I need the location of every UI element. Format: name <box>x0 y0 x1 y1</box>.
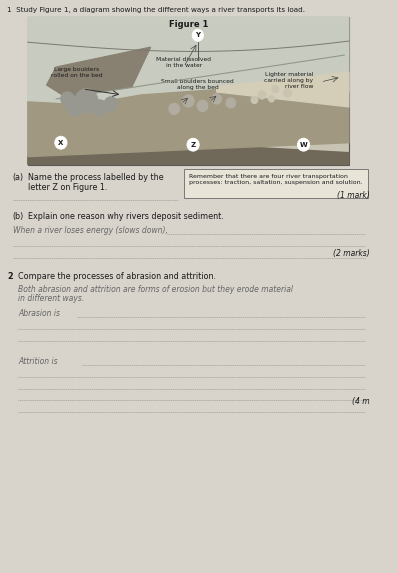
Polygon shape <box>28 17 349 107</box>
Circle shape <box>104 97 117 111</box>
Circle shape <box>297 138 310 151</box>
Circle shape <box>258 91 266 99</box>
Text: 1  Study Figure 1, a diagram showing the different ways a river transports its l: 1 Study Figure 1, a diagram showing the … <box>7 7 305 13</box>
Text: X: X <box>58 140 64 146</box>
Circle shape <box>212 94 221 104</box>
Text: Lighter material
carried along by
river flow: Lighter material carried along by river … <box>264 72 313 89</box>
Text: Large boulders
rolled on the bed: Large boulders rolled on the bed <box>51 67 103 79</box>
Text: Name the process labelled by the
letter Z on Figure 1.: Name the process labelled by the letter … <box>28 172 164 192</box>
Text: Y: Y <box>195 32 200 38</box>
Circle shape <box>55 136 67 149</box>
Polygon shape <box>217 72 349 107</box>
Text: Z: Z <box>191 142 196 148</box>
Circle shape <box>187 138 199 151</box>
Circle shape <box>183 95 194 107</box>
Circle shape <box>226 98 236 108</box>
Polygon shape <box>47 47 150 97</box>
Circle shape <box>92 100 107 116</box>
Text: When a river loses energy (slows down),: When a river loses energy (slows down), <box>13 226 170 236</box>
Text: Small boulders bounced
along the bed: Small boulders bounced along the bed <box>162 79 234 90</box>
Polygon shape <box>28 87 349 156</box>
Text: in different ways.: in different ways. <box>18 294 85 303</box>
Circle shape <box>197 100 208 111</box>
Text: Abrasion is: Abrasion is <box>18 309 63 318</box>
Circle shape <box>75 89 98 113</box>
Text: W: W <box>300 142 307 148</box>
Text: Remember that there are four river transportation
processes: traction, saltation: Remember that there are four river trans… <box>189 174 363 185</box>
Text: 2: 2 <box>7 272 13 281</box>
Circle shape <box>269 96 274 102</box>
Circle shape <box>61 92 74 106</box>
Text: (4 m: (4 m <box>352 398 370 406</box>
FancyBboxPatch shape <box>28 17 349 164</box>
Text: (a): (a) <box>13 172 24 182</box>
Circle shape <box>169 103 179 115</box>
Circle shape <box>272 85 279 92</box>
Circle shape <box>66 98 84 116</box>
Polygon shape <box>28 143 349 164</box>
Text: Material dissolved
in the water: Material dissolved in the water <box>156 57 211 68</box>
FancyBboxPatch shape <box>184 169 368 198</box>
Text: (1 mark): (1 mark) <box>337 191 370 201</box>
Text: Compare the processes of abrasion and attrition.: Compare the processes of abrasion and at… <box>18 272 217 281</box>
Text: (b): (b) <box>13 213 24 221</box>
Text: Explain one reason why rivers deposit sediment.: Explain one reason why rivers deposit se… <box>28 213 224 221</box>
Text: Both abrasion and attrition are forms of erosion but they erode material: Both abrasion and attrition are forms of… <box>18 285 293 294</box>
Circle shape <box>284 89 291 97</box>
Circle shape <box>192 29 203 41</box>
Text: Figure 1: Figure 1 <box>169 20 208 29</box>
Circle shape <box>251 96 258 103</box>
Text: Attrition is: Attrition is <box>18 356 60 366</box>
Text: (2 marks): (2 marks) <box>333 249 370 258</box>
